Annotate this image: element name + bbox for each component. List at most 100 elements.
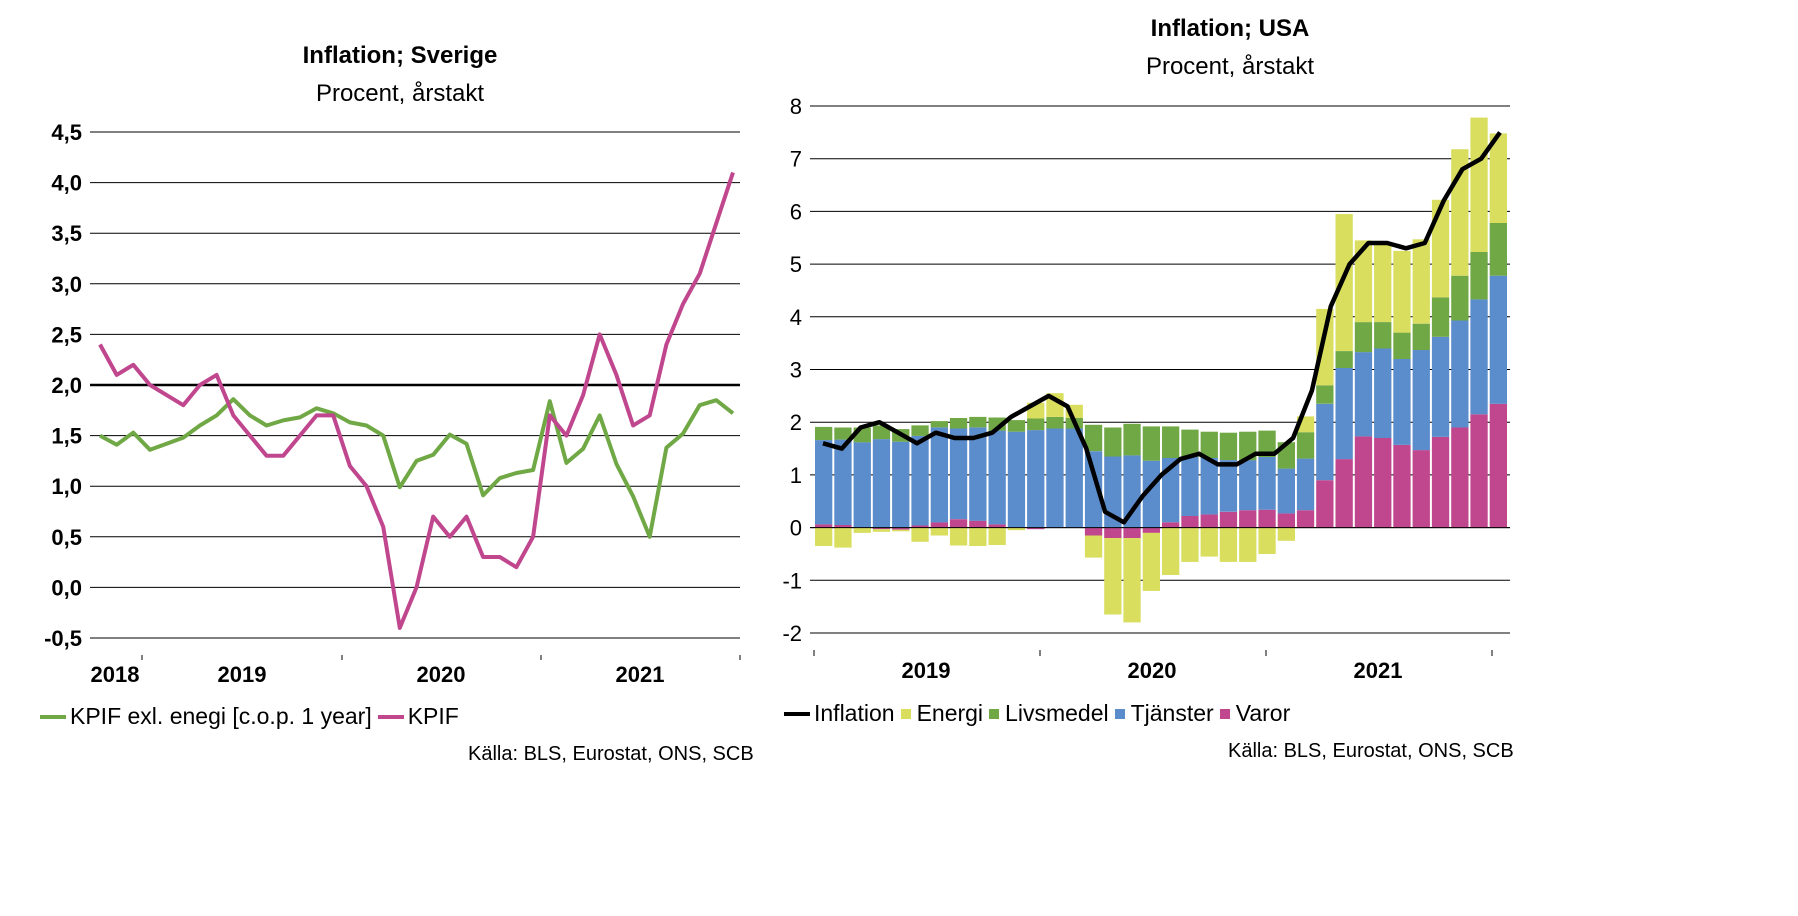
bar-tjnster <box>1412 350 1430 451</box>
legend-swatch <box>784 711 810 716</box>
bar-energi <box>969 527 987 546</box>
bar-livsmedel <box>1258 430 1276 457</box>
y-tick-label: 0,0 <box>51 575 82 600</box>
legend-label: KPIF <box>407 703 459 729</box>
bar-energi <box>1431 199 1450 298</box>
bar-tjnster <box>1181 457 1199 516</box>
bar-tjnster <box>988 430 1006 525</box>
bar-varor <box>1123 527 1141 539</box>
bar-varor <box>1374 438 1392 528</box>
bar-energi <box>988 527 1006 545</box>
bar-energi <box>1489 133 1507 223</box>
chart-legend: Inflation Energi Livsmedel Tjänster Varo… <box>784 700 1296 727</box>
bar-tjnster <box>1162 458 1180 523</box>
bar-livsmedel <box>949 418 968 429</box>
bar-livsmedel <box>930 421 948 428</box>
sweden-chart-panel: Inflation; Sverige Procent, årstakt 4,5 4… <box>0 0 880 916</box>
kpif-line <box>98 171 735 630</box>
bar-energi <box>1142 532 1160 591</box>
legend-label: KPIF exl. enegi [c.o.p. 1 year] <box>70 703 372 729</box>
kpif-ex-energy-line <box>99 397 735 539</box>
bar-varor <box>815 524 833 528</box>
bar-energi <box>1374 243 1392 322</box>
y-tick-label: 2 <box>790 410 802 435</box>
bar-tjnster <box>1007 431 1026 528</box>
bar-tjnster <box>949 428 968 520</box>
bar-varor <box>1258 509 1276 528</box>
bar-livsmedel <box>1027 418 1045 431</box>
bar-varor <box>1084 527 1103 536</box>
bar-varor <box>1162 522 1180 528</box>
bar-energi <box>853 527 871 533</box>
bar-varor <box>1489 403 1507 528</box>
bar-varor <box>1219 511 1238 528</box>
bar-energi <box>949 527 968 546</box>
bar-energi <box>911 527 929 542</box>
bar-varor <box>1104 527 1122 539</box>
bar-tjnster <box>930 427 948 523</box>
legend-label: Inflation <box>814 700 895 726</box>
bar-varor <box>1142 527 1160 533</box>
bar-varor <box>930 522 948 528</box>
bar-energi <box>834 527 852 548</box>
usa-chart-panel: Inflation; USA Procent, årstakt 8 7 6 5 4 3 2 1… <box>782 0 1798 916</box>
chart-subtitle: Procent, årstakt <box>1145 53 1315 80</box>
bar-energi <box>1239 527 1257 562</box>
y-tick-label: 3,5 <box>51 221 82 246</box>
bar-livsmedel <box>1123 423 1141 456</box>
bar-livsmedel <box>1296 432 1315 459</box>
y-tick-label: 7 <box>790 147 802 172</box>
x-tick-label: 2018 <box>91 662 140 687</box>
x-tick-label: 2020 <box>1128 658 1177 683</box>
y-tick-label: 4,5 <box>51 120 82 145</box>
bar-tjnster <box>1219 460 1238 512</box>
bar-energi <box>815 527 833 546</box>
bar-energi <box>1219 527 1238 562</box>
x-tick-label: 2019 <box>902 658 951 683</box>
bar-tjnster <box>853 442 871 528</box>
y-tick-label: 1 <box>790 463 802 488</box>
bar-tjnster <box>1431 336 1450 437</box>
bar-livsmedel <box>1335 351 1353 368</box>
bar-tjnster <box>1084 451 1103 528</box>
bar-varor <box>1470 414 1488 528</box>
x-tick-label: 2019 <box>218 662 267 687</box>
bar-tjnster <box>1354 352 1373 437</box>
source-note: Källa: BLS, Eurostat, ONS, SCB <box>468 743 754 765</box>
bar-energi <box>1393 250 1411 333</box>
bar-livsmedel <box>1451 275 1469 321</box>
bar-varor <box>1277 513 1295 528</box>
y-tick-label: 8 <box>790 94 802 119</box>
bar-energi <box>1412 239 1430 324</box>
bar-energi <box>1258 527 1276 554</box>
legend-label: Livsmedel <box>1005 700 1109 726</box>
bar-tjnster <box>1374 348 1392 438</box>
bar-livsmedel <box>1046 416 1064 429</box>
y-tick-label: 1,5 <box>51 424 82 449</box>
y-tick-label: -0,5 <box>44 626 82 651</box>
bar-energi <box>1162 527 1180 575</box>
bar-livsmedel <box>1316 385 1334 404</box>
bar-tjnster <box>1123 455 1141 528</box>
bar-tjnster <box>1046 428 1064 528</box>
legend-item-kpif: KPIF <box>377 703 459 730</box>
bar-varor <box>1412 450 1430 528</box>
bar-varor <box>1027 527 1045 530</box>
chart-subtitle: Procent, årstakt <box>315 80 485 107</box>
bar-livsmedel <box>911 425 929 436</box>
bar-energi <box>1104 538 1122 615</box>
bar-varor <box>1393 444 1411 528</box>
bar-energi <box>1335 214 1353 351</box>
bar-varor <box>872 527 891 530</box>
bar-livsmedel <box>1142 426 1160 461</box>
bar-livsmedel <box>1007 420 1026 432</box>
bar-varor <box>949 519 968 528</box>
bar-energi <box>872 529 891 532</box>
bar-livsmedel <box>1354 322 1373 353</box>
y-tick-label: 2,5 <box>51 322 82 347</box>
bar-tjnster <box>969 427 987 521</box>
bar-energi <box>1354 240 1373 323</box>
chart-title: Inflation; USA <box>1150 15 1310 42</box>
legend-swatch <box>377 714 404 719</box>
legend-item-varor: Varor <box>1219 700 1290 727</box>
